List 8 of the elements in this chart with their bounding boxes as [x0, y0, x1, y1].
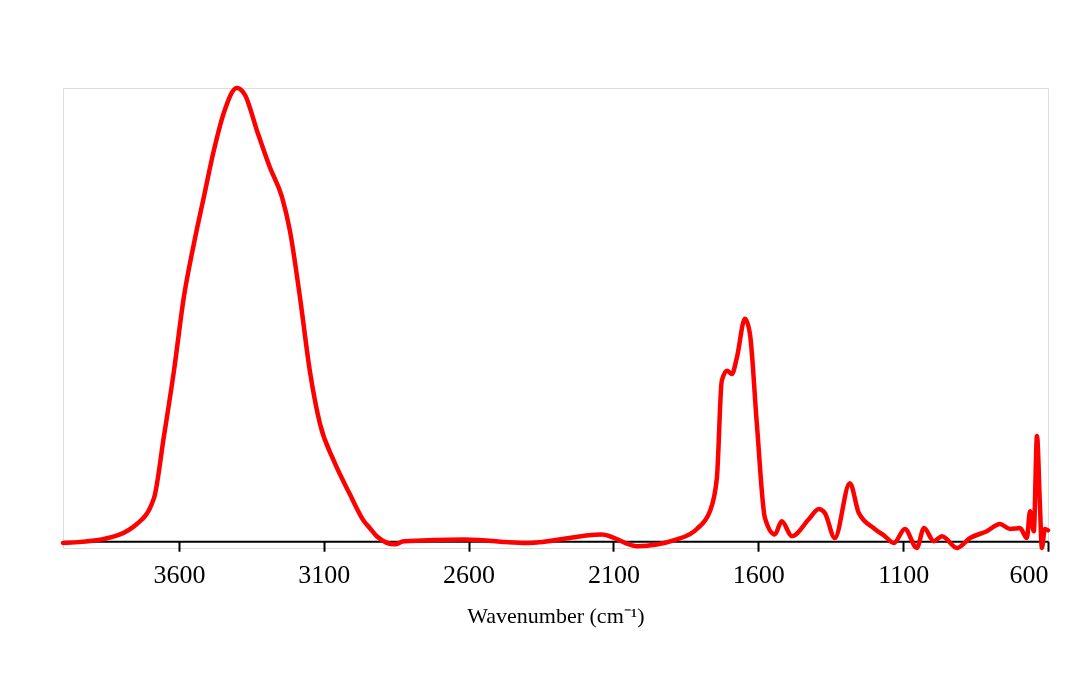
x-tick-label: 3600	[153, 559, 206, 589]
x-axis-title: Wavenumber (cm⁻¹)	[467, 602, 645, 628]
x-tick-label: 3100	[298, 559, 351, 589]
x-tick-label: 2600	[443, 559, 496, 589]
x-tick-label: 1600	[732, 559, 785, 589]
x-tick-label: 2100	[587, 559, 640, 589]
x-tick-label: 1100	[878, 559, 930, 589]
x-tick-label: 600	[1009, 559, 1049, 589]
